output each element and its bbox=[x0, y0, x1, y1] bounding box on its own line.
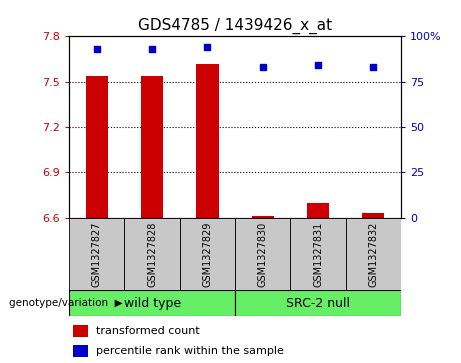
Text: SRC-2 null: SRC-2 null bbox=[286, 297, 350, 310]
Bar bbox=[252, 216, 274, 218]
Bar bbox=[124, 218, 180, 290]
Text: GSM1327827: GSM1327827 bbox=[92, 221, 102, 287]
Bar bbox=[180, 218, 235, 290]
Point bbox=[314, 62, 322, 68]
Bar bbox=[69, 218, 124, 290]
Text: GSM1327829: GSM1327829 bbox=[202, 221, 213, 287]
Point bbox=[93, 46, 100, 52]
Title: GDS4785 / 1439426_x_at: GDS4785 / 1439426_x_at bbox=[138, 17, 332, 33]
Bar bbox=[307, 203, 329, 218]
Bar bbox=[196, 64, 219, 218]
Bar bbox=[290, 218, 346, 290]
Bar bbox=[235, 218, 290, 290]
Point bbox=[204, 44, 211, 50]
Bar bbox=[235, 290, 401, 316]
Bar bbox=[69, 290, 235, 316]
Bar bbox=[73, 345, 88, 357]
Text: GSM1327831: GSM1327831 bbox=[313, 221, 323, 287]
Text: transformed count: transformed count bbox=[95, 326, 199, 336]
Text: GSM1327830: GSM1327830 bbox=[258, 221, 268, 287]
Bar bbox=[362, 213, 384, 218]
Bar bbox=[86, 76, 108, 218]
Text: wild type: wild type bbox=[124, 297, 181, 310]
Point bbox=[259, 64, 266, 70]
Text: GSM1327832: GSM1327832 bbox=[368, 221, 378, 287]
Bar bbox=[73, 325, 88, 337]
Point bbox=[370, 64, 377, 70]
Bar bbox=[346, 218, 401, 290]
Text: GSM1327828: GSM1327828 bbox=[147, 221, 157, 287]
Text: genotype/variation  ▶: genotype/variation ▶ bbox=[9, 298, 123, 308]
Point bbox=[148, 46, 156, 52]
Bar bbox=[141, 76, 163, 218]
Text: percentile rank within the sample: percentile rank within the sample bbox=[95, 346, 284, 356]
